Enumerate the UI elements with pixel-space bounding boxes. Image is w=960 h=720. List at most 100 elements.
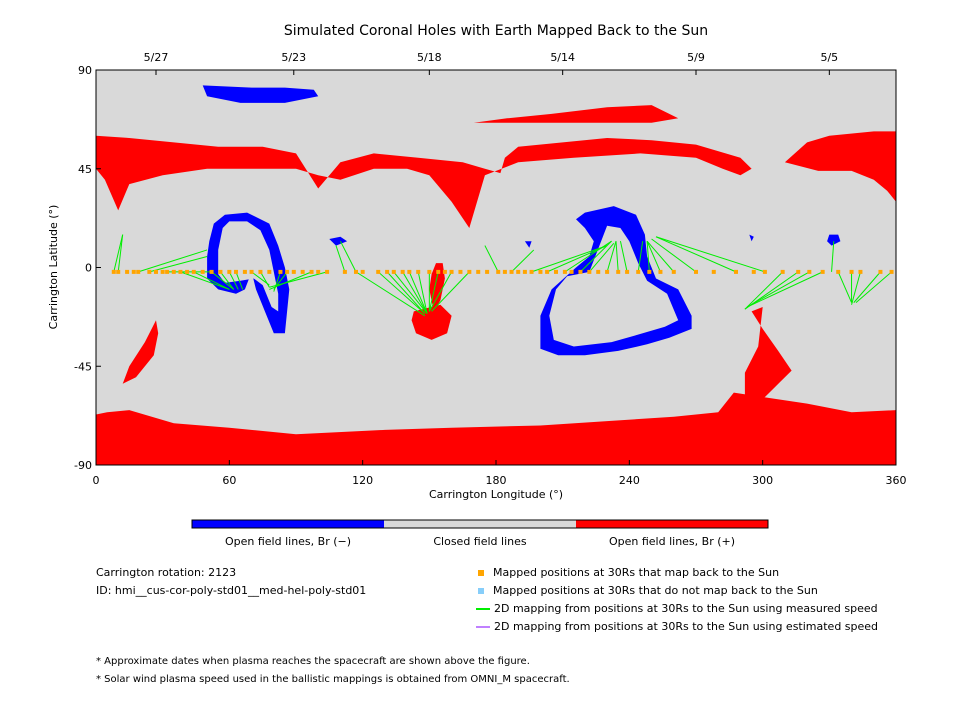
mapping-line (386, 271, 426, 314)
mapped-point (578, 269, 583, 274)
mapping-line (837, 271, 853, 303)
mapping-line (339, 240, 357, 273)
x-axis-label: Carrington Longitude (°) (429, 488, 563, 501)
mapped-point (391, 269, 396, 274)
mapped-point (209, 269, 214, 274)
mapped-point (249, 269, 254, 274)
colorbar-segment (384, 520, 576, 528)
mapping-line (335, 245, 346, 273)
positive-coronal-hole-4 (744, 307, 792, 400)
date-tick-label: 5/27 (144, 51, 169, 64)
negative-coronal-hole-13 (524, 241, 532, 248)
negative-coronal-hole-12 (329, 236, 348, 246)
mapped-point (242, 269, 247, 274)
colorbar-segment (576, 520, 768, 528)
mapping-line (269, 271, 328, 288)
colorbar: Open field lines, Br (−) Closed field lin… (191, 519, 769, 548)
mapped-point (694, 269, 698, 274)
mapped-point (449, 269, 454, 274)
mapping-line (546, 245, 608, 273)
mapped-point (671, 269, 676, 274)
mapped-point (751, 269, 756, 274)
date-tick-label: 5/23 (281, 51, 306, 64)
mapping-line (269, 271, 312, 290)
mapped-point (376, 269, 381, 274)
mapping-lines (113, 234, 892, 317)
positive-coronal-hole-6 (122, 320, 159, 384)
mapping-line (428, 271, 439, 312)
mapped-point (218, 269, 223, 274)
colorbar-segment (192, 520, 384, 528)
mapping-line (744, 271, 784, 310)
mapped-point (734, 269, 738, 274)
mapped-point (762, 269, 767, 274)
mapped-point (467, 269, 472, 274)
mapped-point (562, 269, 567, 274)
mapped-point (316, 269, 321, 274)
mapped-point (442, 269, 447, 274)
mapping-line (355, 271, 426, 317)
positive-coronal-hole-1 (96, 135, 752, 228)
mapping-line (615, 241, 619, 272)
mapping-line (417, 271, 428, 314)
mapped-point (342, 269, 347, 274)
mapped-point (516, 269, 521, 274)
mapping-line (855, 271, 892, 303)
x-tick-label: 0 (93, 474, 100, 487)
mapping-line (580, 240, 612, 273)
mapped-point (136, 269, 141, 274)
mapped-point (227, 269, 232, 274)
x-tick-label: 180 (486, 474, 507, 487)
mapped-point (111, 269, 116, 274)
mapped-point (836, 269, 841, 274)
mapping-line (149, 256, 208, 273)
mapping-line (831, 241, 835, 272)
coronal-hole-regions (96, 85, 896, 465)
y-axis-label: Carrington Latitude (°) (47, 205, 60, 330)
mapped-point (165, 269, 170, 274)
mapped-point (502, 269, 507, 274)
colorbar-label: Closed field lines (433, 535, 527, 548)
mapping-line (113, 234, 124, 273)
mapped-point (858, 269, 863, 274)
model-id: ID: hmi__cus-cor-poly-std01__med-hel-pol… (96, 584, 367, 597)
x-tick-label: 120 (352, 474, 373, 487)
legend-label-unmapped: Mapped positions at 30Rs that do not map… (493, 584, 818, 597)
positive-coronal-hole-0 (96, 392, 896, 465)
mapping-line (428, 271, 452, 312)
mapped-point (780, 269, 785, 274)
closed-field-interior-1 (549, 225, 679, 347)
mapping-line (606, 241, 617, 273)
mapped-point (538, 269, 543, 274)
mapped-point (267, 269, 272, 274)
negative-coronal-hole-14 (749, 234, 754, 242)
mapped-point (325, 269, 330, 274)
mapped-point (529, 269, 534, 274)
positive-coronal-hole-3 (473, 105, 679, 123)
mapped-point (554, 269, 558, 274)
mapped-point (820, 269, 825, 274)
mapping-line (180, 271, 230, 290)
mapping-line (228, 271, 239, 290)
mapped-point (427, 269, 432, 274)
mapped-point (625, 269, 630, 274)
mapped-point (587, 269, 592, 274)
mapping-line (431, 271, 470, 312)
legend-item-measured: 2D mapping from positions at 30Rs to the… (476, 602, 878, 615)
mapping-line (531, 245, 608, 273)
mapped-point (258, 269, 263, 274)
y-tick-label: -45 (74, 360, 92, 373)
legend-label-measured: 2D mapping from positions at 30Rs to the… (494, 602, 878, 615)
colorbar-label: Open field lines, Br (−) (225, 535, 351, 548)
mapping-line (402, 271, 428, 314)
legend-item-mapped: Mapped positions at 30Rs that map back t… (478, 566, 779, 579)
negative-coronal-hole-8 (202, 85, 319, 103)
closed-field-interior-0 (218, 221, 279, 312)
mapped-point (407, 269, 412, 274)
x-tick-label: 60 (222, 474, 236, 487)
date-tick-label: 5/14 (550, 51, 575, 64)
date-tick-label: 5/18 (417, 51, 442, 64)
mapped-point (354, 269, 358, 274)
y-tick-label: 0 (85, 262, 92, 275)
mapped-point (849, 269, 854, 274)
